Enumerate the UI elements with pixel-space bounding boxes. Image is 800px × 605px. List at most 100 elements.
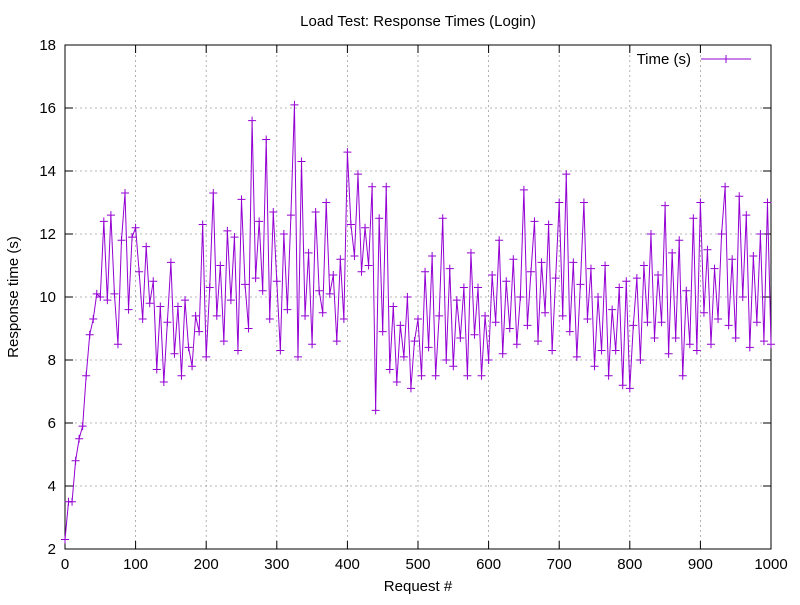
data-point <box>742 211 751 220</box>
data-point <box>452 296 461 305</box>
data-point <box>502 277 511 286</box>
data-point <box>699 308 708 317</box>
data-point <box>646 230 655 238</box>
x-tick-label: 0 <box>61 556 69 573</box>
data-point <box>632 274 641 283</box>
data-point <box>541 308 550 317</box>
y-axis-label: Response time (s) <box>5 236 22 358</box>
data-point <box>738 293 747 301</box>
data-point <box>569 258 578 267</box>
x-tick-label: 900 <box>688 556 713 573</box>
data-point <box>293 352 302 361</box>
data-point <box>551 274 560 283</box>
data-point <box>308 340 317 349</box>
data-point <box>576 280 585 289</box>
data-point <box>286 211 295 220</box>
data-point <box>562 170 571 179</box>
data-point <box>403 293 412 301</box>
data-point <box>145 299 154 308</box>
data-point <box>106 211 115 220</box>
data-point <box>223 226 232 235</box>
data-point <box>332 337 341 346</box>
data-point <box>361 223 370 232</box>
legend-marker <box>722 55 730 63</box>
data-point <box>343 148 352 157</box>
x-tick-label: 1000 <box>754 556 787 573</box>
x-tick-label: 400 <box>335 556 360 573</box>
y-tick-label: 12 <box>39 226 56 243</box>
data-point <box>431 371 440 380</box>
y-tick-label: 10 <box>39 289 56 306</box>
data-point <box>339 315 348 324</box>
data-point <box>255 217 264 226</box>
data-point <box>629 321 638 330</box>
data-point <box>357 267 366 276</box>
data-point <box>424 343 433 352</box>
data-point <box>481 311 490 320</box>
data-point <box>191 311 200 320</box>
data-point <box>671 333 680 342</box>
data-point <box>763 198 772 207</box>
data-point <box>618 381 627 390</box>
x-tick-label: 200 <box>194 556 219 573</box>
data-point <box>728 255 737 264</box>
data-point <box>608 305 617 314</box>
data-point <box>639 261 648 270</box>
data-point <box>459 283 468 292</box>
data-point <box>375 214 384 223</box>
data-point <box>353 170 362 179</box>
x-tick-label: 500 <box>405 556 430 573</box>
data-point <box>269 207 278 216</box>
data-point <box>590 362 599 371</box>
data-point <box>643 318 652 327</box>
data-point <box>724 321 733 330</box>
data-point <box>710 264 719 273</box>
data-point <box>752 318 761 327</box>
data-point <box>156 302 165 311</box>
x-axis-label: Request # <box>384 578 453 595</box>
data-point <box>346 220 355 229</box>
data-point <box>692 346 701 355</box>
data-point <box>230 233 239 242</box>
data-point <box>198 220 207 229</box>
data-point <box>526 267 535 276</box>
data-point <box>304 248 313 257</box>
data-point <box>512 340 521 349</box>
chart-title: Load Test: Response Times (Login) <box>300 13 536 30</box>
data-point <box>78 422 87 431</box>
data-point <box>544 220 553 229</box>
data-point <box>438 214 447 223</box>
data-point <box>399 352 408 361</box>
legend-label: Time (s) <box>637 51 691 68</box>
data-point <box>597 346 606 355</box>
data-point <box>650 333 659 342</box>
data-point <box>212 311 221 320</box>
data-point <box>392 378 401 387</box>
data-point <box>138 315 147 324</box>
data-point <box>368 182 377 191</box>
y-tick-label: 8 <box>48 352 56 369</box>
y-tick-label: 2 <box>48 541 56 558</box>
data-point <box>735 192 744 201</box>
data-point <box>654 270 663 279</box>
data-point <box>396 321 405 330</box>
data-point <box>322 198 331 207</box>
data-point <box>233 346 242 355</box>
data-point <box>470 330 479 339</box>
data-point <box>364 261 373 270</box>
data-point <box>315 286 324 295</box>
data-point <box>166 258 175 267</box>
data-point <box>466 248 475 257</box>
data-point <box>678 371 687 380</box>
data-point <box>283 305 292 314</box>
data-point <box>555 198 564 207</box>
data-point <box>371 406 380 415</box>
data-point <box>61 535 69 544</box>
data-point <box>749 252 758 261</box>
data-point <box>110 289 119 298</box>
data-point <box>389 302 398 311</box>
data-point <box>689 214 698 223</box>
y-tick-label: 6 <box>48 415 56 432</box>
data-point <box>657 318 666 327</box>
